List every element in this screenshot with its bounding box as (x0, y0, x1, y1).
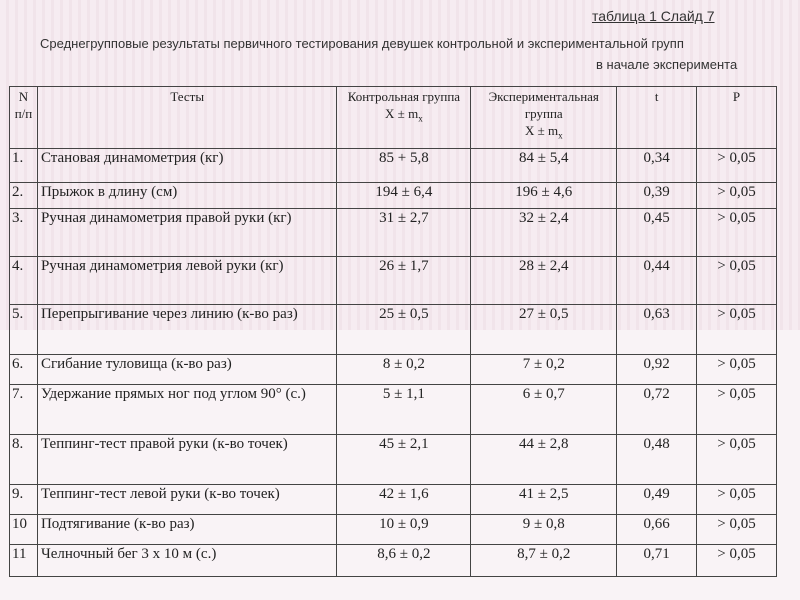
row-test-name: Челночный бег 3 х 10 м (с.) (37, 545, 336, 577)
header-t: t (617, 87, 697, 149)
header-exp-formula: X ± mx (474, 123, 613, 142)
row-t-value: 0,45 (617, 209, 697, 257)
row-p-value: > 0,05 (697, 257, 777, 305)
row-t-value: 0,48 (617, 435, 697, 485)
row-control-value: 26 ± 1,7 (337, 257, 471, 305)
row-number: 4. (10, 257, 38, 305)
header-control-label: Контрольная группа (340, 89, 467, 106)
results-table: N п/п Тесты Контрольная группа X ± mx Эк… (9, 86, 777, 577)
row-number: 1. (10, 149, 38, 183)
table-row: 10 Подтягивание (к-во раз) 10 ± 0,9 9 ± 0,8… (10, 515, 777, 545)
row-p-value: > 0,05 (697, 545, 777, 577)
row-number: 5. (10, 305, 38, 355)
row-t-value: 0,92 (617, 355, 697, 385)
header-number-line1: N (13, 89, 34, 106)
header-exp-label1: Экспериментальная (474, 89, 613, 106)
table-row: 3. Ручная динамометрия правой руки (кг) 31… (10, 209, 777, 257)
row-p-value: > 0,05 (697, 485, 777, 515)
row-number: 10 (10, 515, 38, 545)
header-experimental-group: Экспериментальная группа X ± mx (471, 87, 617, 149)
header-control-group: Контрольная группа X ± mx (337, 87, 471, 149)
row-experimental-value: 6 ± 0,7 (471, 385, 617, 435)
table-row: 6. Сгибание туловища (к-во раз) 8 ± 0,2 7 ±… (10, 355, 777, 385)
row-experimental-value: 7 ± 0,2 (471, 355, 617, 385)
table-caption-line2: в начале эксперимента (596, 57, 737, 72)
row-p-value: > 0,05 (697, 209, 777, 257)
row-control-value: 194 ± 6,4 (337, 183, 471, 209)
row-p-value: > 0,05 (697, 355, 777, 385)
table-caption: Среднегрупповые результаты первичного те… (40, 36, 770, 51)
row-control-value: 31 ± 2,7 (337, 209, 471, 257)
row-control-value: 25 ± 0,5 (337, 305, 471, 355)
row-experimental-value: 9 ± 0,8 (471, 515, 617, 545)
row-test-name: Перепрыгивание через линию (к-во раз) (37, 305, 336, 355)
row-number: 11 (10, 545, 38, 577)
row-control-value: 5 ± 1,1 (337, 385, 471, 435)
table-row: 5. Перепрыгивание через линию (к-во раз) 2… (10, 305, 777, 355)
header-number: N п/п (10, 87, 38, 149)
row-t-value: 0,63 (617, 305, 697, 355)
row-test-name: Сгибание туловища (к-во раз) (37, 355, 336, 385)
header-number-line2: п/п (13, 106, 34, 123)
table-row: 1. Становая динамометрия (кг) 85 + 5,8 84 ±… (10, 149, 777, 183)
row-test-name: Ручная динамометрия правой руки (кг) (37, 209, 336, 257)
table-row: 7. Удержание прямых ног под углом 90° (с.… (10, 385, 777, 435)
row-number: 2. (10, 183, 38, 209)
table-row: 2. Прыжок в длину (см) 194 ± 6,4 196 ± 4,6 0… (10, 183, 777, 209)
row-experimental-value: 8,7 ± 0,2 (471, 545, 617, 577)
row-test-name: Становая динамометрия (кг) (37, 149, 336, 183)
row-number: 9. (10, 485, 38, 515)
table-row: 8. Теппинг-тест правой руки (к-во точек) 4… (10, 435, 777, 485)
row-control-value: 45 ± 2,1 (337, 435, 471, 485)
row-test-name: Подтягивание (к-во раз) (37, 515, 336, 545)
row-number: 6. (10, 355, 38, 385)
row-experimental-value: 32 ± 2,4 (471, 209, 617, 257)
row-experimental-value: 28 ± 2,4 (471, 257, 617, 305)
row-p-value: > 0,05 (697, 183, 777, 209)
row-p-value: > 0,05 (697, 435, 777, 485)
row-p-value: > 0,05 (697, 385, 777, 435)
row-experimental-value: 27 ± 0,5 (471, 305, 617, 355)
row-number: 3. (10, 209, 38, 257)
row-p-value: > 0,05 (697, 149, 777, 183)
row-p-value: > 0,05 (697, 305, 777, 355)
row-t-value: 0,72 (617, 385, 697, 435)
row-p-value: > 0,05 (697, 515, 777, 545)
row-control-value: 42 ± 1,6 (337, 485, 471, 515)
row-control-value: 8 ± 0,2 (337, 355, 471, 385)
slide-reference: таблица 1 Слайд 7 (592, 8, 715, 24)
row-test-name: Прыжок в длину (см) (37, 183, 336, 209)
table-row: 11 Челночный бег 3 х 10 м (с.) 8,6 ± 0,2 8,… (10, 545, 777, 577)
row-test-name: Ручная динамометрия левой руки (кг) (37, 257, 336, 305)
table-row: 4. Ручная динамометрия левой руки (кг) 26 … (10, 257, 777, 305)
row-experimental-value: 41 ± 2,5 (471, 485, 617, 515)
row-t-value: 0,39 (617, 183, 697, 209)
row-t-value: 0,44 (617, 257, 697, 305)
row-control-value: 85 + 5,8 (337, 149, 471, 183)
row-experimental-value: 44 ± 2,8 (471, 435, 617, 485)
table-row: 9. Теппинг-тест левой руки (к-во точек) 42… (10, 485, 777, 515)
header-exp-label2: группа (474, 106, 613, 123)
row-experimental-value: 84 ± 5,4 (471, 149, 617, 183)
row-test-name: Теппинг-тест левой руки (к-во точек) (37, 485, 336, 515)
row-t-value: 0,71 (617, 545, 697, 577)
row-experimental-value: 196 ± 4,6 (471, 183, 617, 209)
row-number: 8. (10, 435, 38, 485)
row-control-value: 10 ± 0,9 (337, 515, 471, 545)
header-row: N п/п Тесты Контрольная группа X ± mx Эк… (10, 87, 777, 149)
header-tests: Тесты (37, 87, 336, 149)
header-p: P (697, 87, 777, 149)
row-t-value: 0,49 (617, 485, 697, 515)
header-control-formula: X ± mx (340, 106, 467, 125)
row-control-value: 8,6 ± 0,2 (337, 545, 471, 577)
row-t-value: 0,66 (617, 515, 697, 545)
row-test-name: Теппинг-тест правой руки (к-во точек) (37, 435, 336, 485)
row-number: 7. (10, 385, 38, 435)
row-t-value: 0,34 (617, 149, 697, 183)
row-test-name: Удержание прямых ног под углом 90° (с.) (37, 385, 336, 435)
